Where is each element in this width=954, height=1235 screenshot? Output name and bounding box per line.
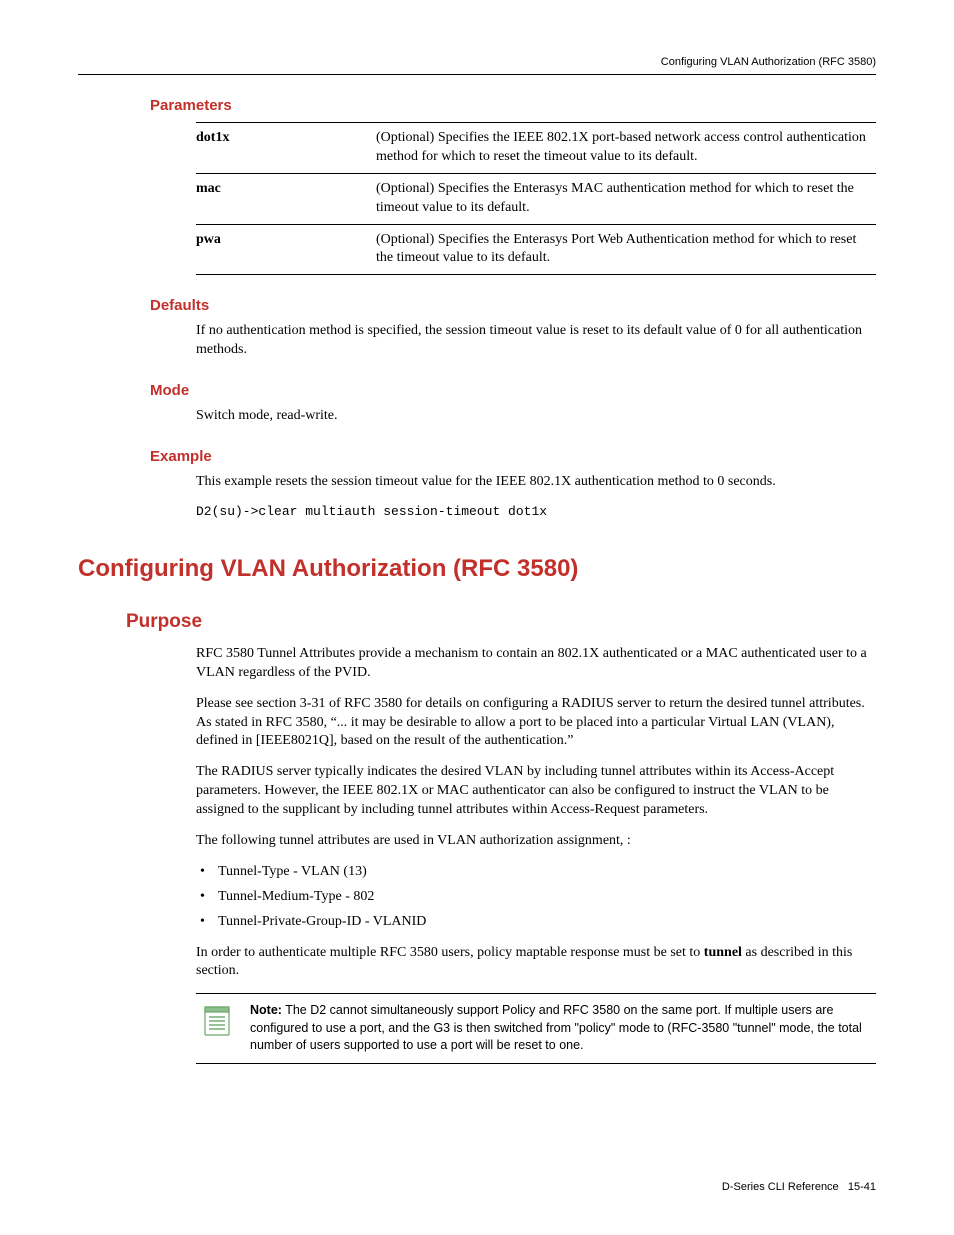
param-name: dot1x	[196, 123, 376, 174]
defaults-text: If no authentication method is specified…	[196, 322, 876, 360]
purpose-p3: The RADIUS server typically indicates th…	[196, 763, 876, 820]
parameters-table: dot1x (Optional) Specifies the IEEE 802.…	[196, 122, 876, 275]
heading-purpose: Purpose	[126, 611, 876, 633]
heading-mode: Mode	[150, 382, 876, 399]
table-row: dot1x (Optional) Specifies the IEEE 802.…	[196, 123, 876, 174]
heading-defaults: Defaults	[150, 297, 876, 314]
param-name: pwa	[196, 224, 376, 275]
table-row: mac (Optional) Specifies the Enterasys M…	[196, 173, 876, 224]
purpose-p5: In order to authenticate multiple RFC 35…	[196, 944, 876, 982]
page-footer: D-Series CLI Reference 15-41	[722, 1181, 876, 1193]
heading-example: Example	[150, 448, 876, 465]
heading-parameters: Parameters	[150, 97, 876, 114]
purpose-p4: The following tunnel attributes are used…	[196, 832, 876, 851]
purpose-p1: RFC 3580 Tunnel Attributes provide a mec…	[196, 645, 876, 683]
param-name: mac	[196, 173, 376, 224]
example-text: This example resets the session timeout …	[196, 473, 876, 492]
table-row: pwa (Optional) Specifies the Enterasys P…	[196, 224, 876, 275]
mode-text: Switch mode, read-write.	[196, 407, 876, 426]
footer-page: 15-41	[848, 1181, 876, 1193]
running-head: Configuring VLAN Authorization (RFC 3580…	[78, 56, 876, 74]
note-text: Note: The D2 cannot simultaneously suppo…	[250, 1002, 872, 1055]
list-item: Tunnel-Private-Group-ID - VLANID	[196, 913, 876, 932]
note-box: Note: The D2 cannot simultaneously suppo…	[196, 993, 876, 1064]
purpose-p5-pre: In order to authenticate multiple RFC 35…	[196, 945, 704, 960]
heading-main: Configuring VLAN Authorization (RFC 3580…	[78, 555, 876, 583]
note-label: Note:	[250, 1003, 282, 1017]
list-item: Tunnel-Medium-Type - 802	[196, 888, 876, 907]
purpose-p5-bold: tunnel	[704, 945, 742, 960]
example-code: D2(su)->clear multiauth session-timeout …	[196, 504, 876, 519]
purpose-bullets: Tunnel-Type - VLAN (13) Tunnel-Medium-Ty…	[196, 863, 876, 932]
list-item: Tunnel-Type - VLAN (13)	[196, 863, 876, 882]
note-icon	[200, 1004, 234, 1043]
footer-book: D-Series CLI Reference	[722, 1181, 839, 1193]
param-desc: (Optional) Specifies the Enterasys Port …	[376, 224, 876, 275]
purpose-p2: Please see section 3-31 of RFC 3580 for …	[196, 695, 876, 752]
note-body: The D2 cannot simultaneously support Pol…	[250, 1003, 862, 1052]
top-rule	[78, 74, 876, 75]
param-desc: (Optional) Specifies the IEEE 802.1X por…	[376, 123, 876, 174]
param-desc: (Optional) Specifies the Enterasys MAC a…	[376, 173, 876, 224]
